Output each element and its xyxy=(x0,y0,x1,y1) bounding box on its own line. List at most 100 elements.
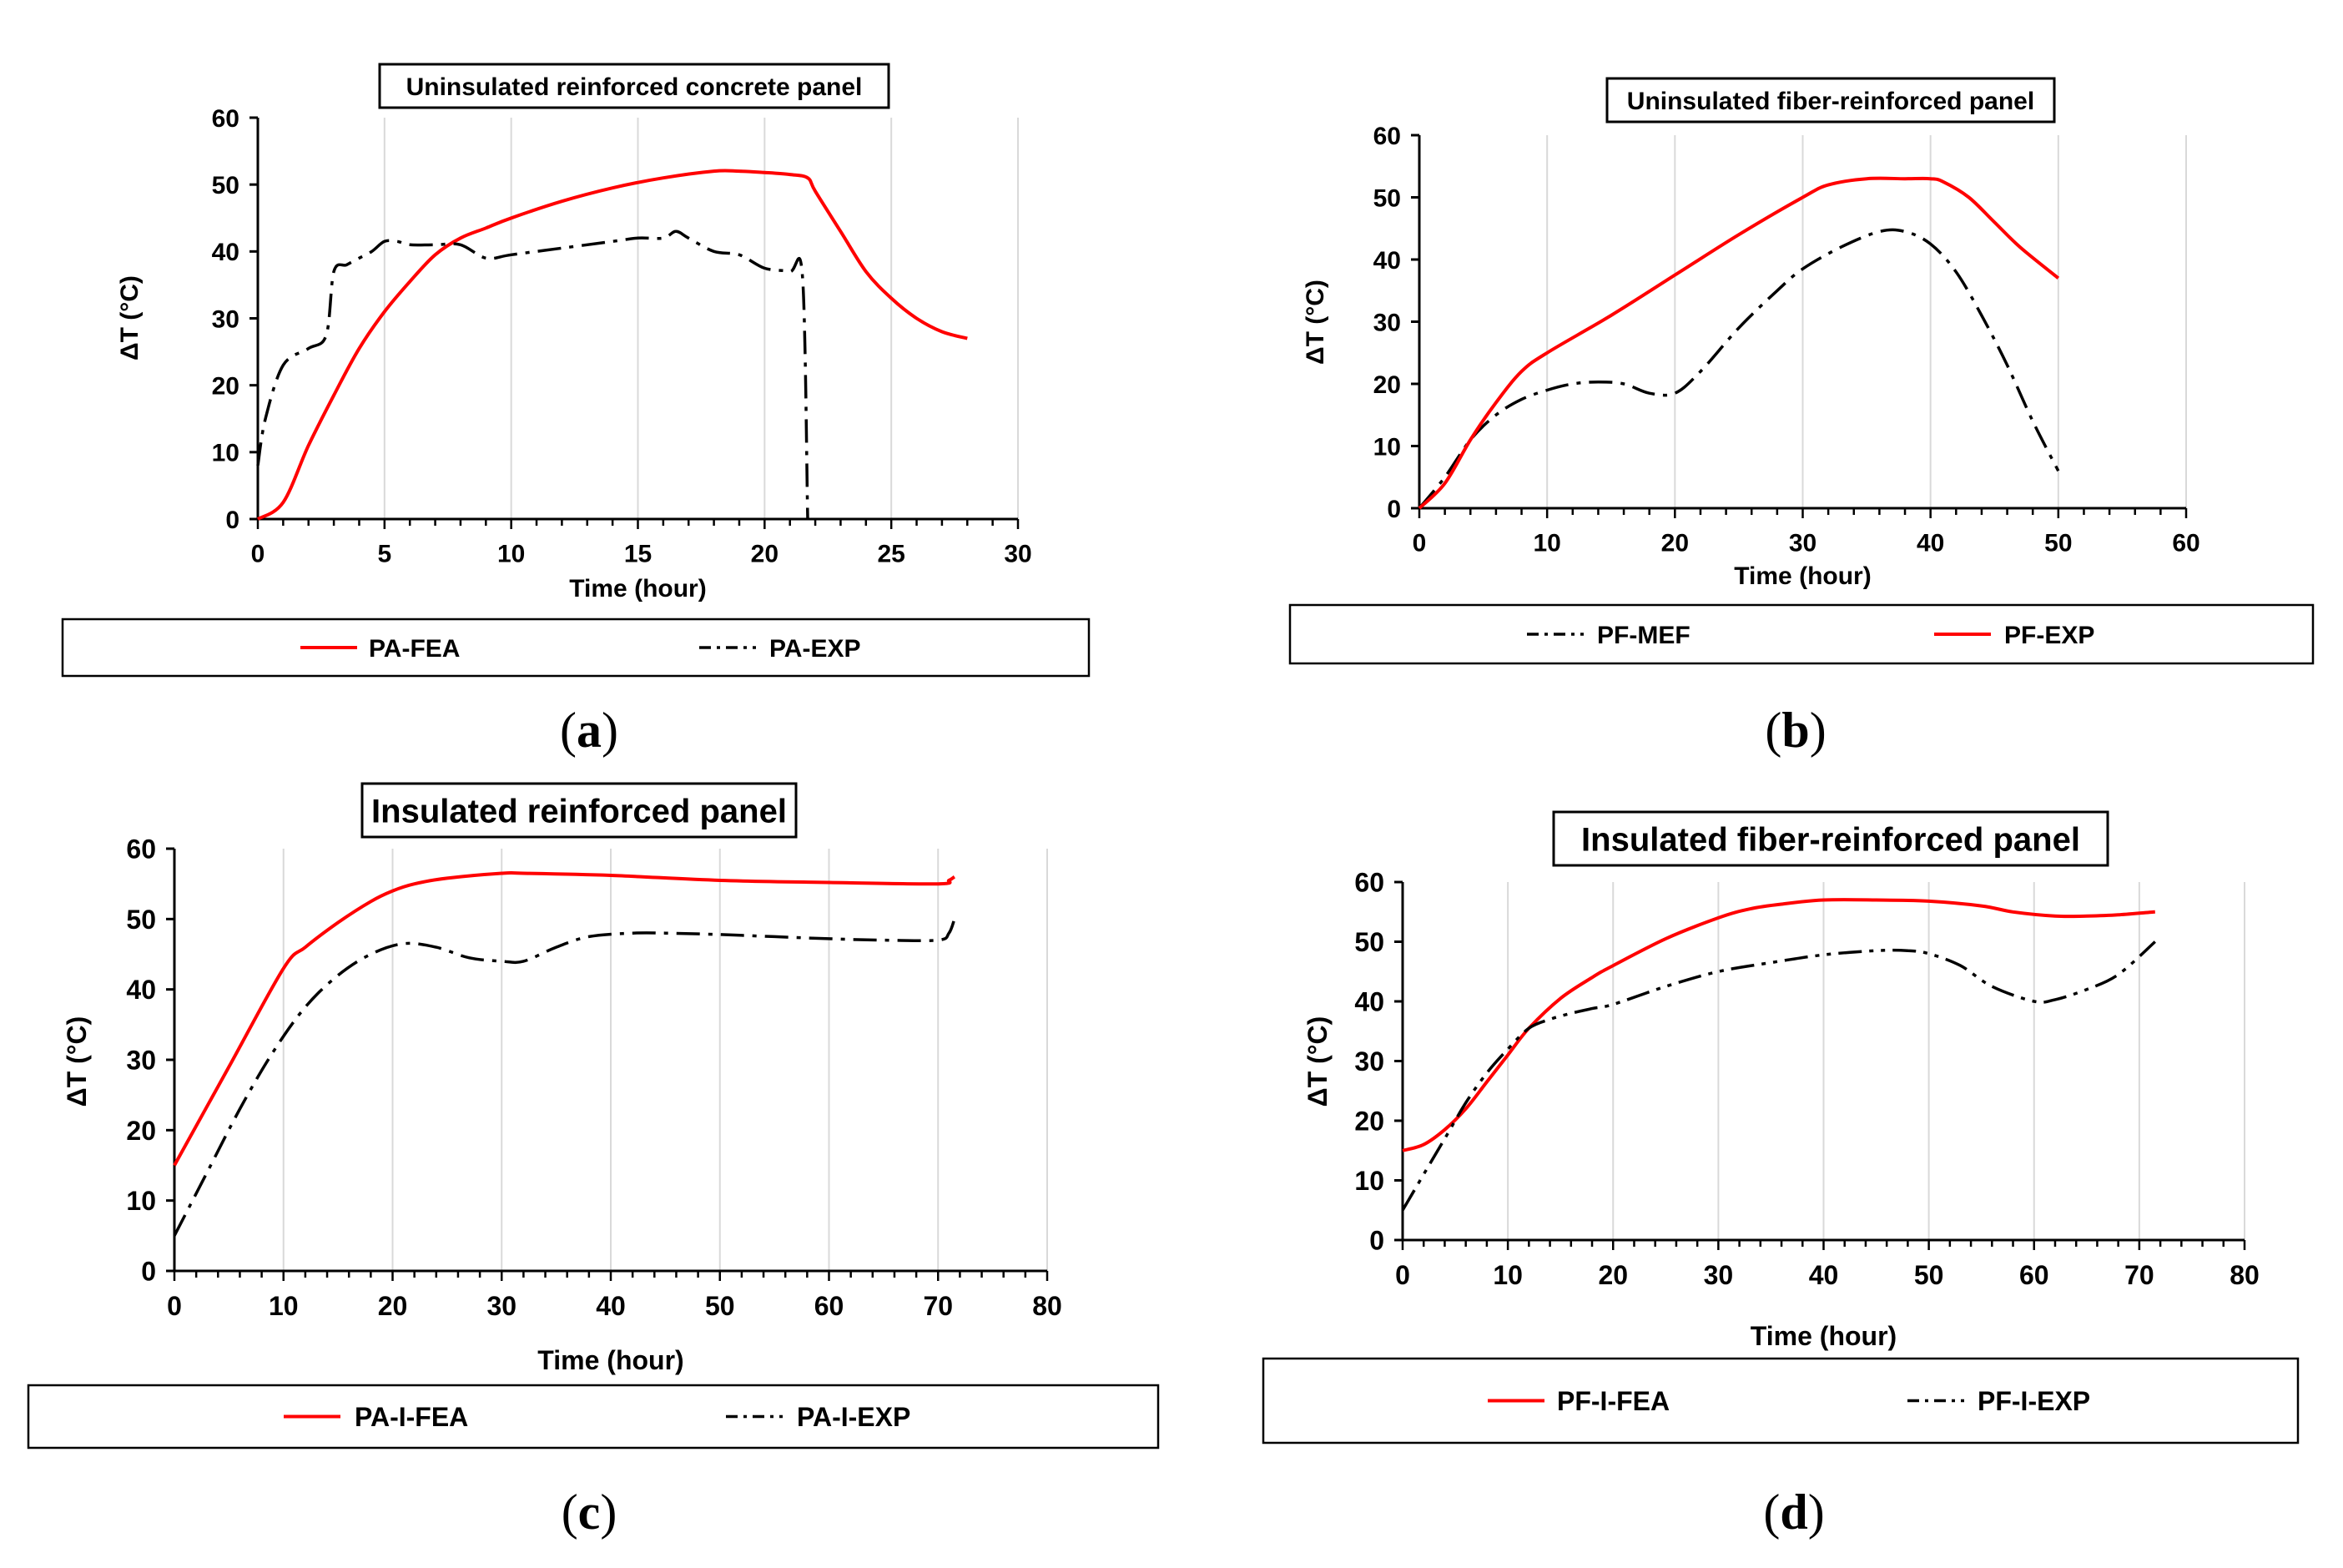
panel-label: (b) xyxy=(1765,703,1826,758)
series-line-pf-i-fea xyxy=(1402,898,2155,1152)
x-tick-label: 10 xyxy=(1493,1260,1523,1290)
y-tick-label: 0 xyxy=(141,1257,156,1287)
panel-letter: a xyxy=(577,703,602,758)
legend: PA-I-FEA PA-I-EXP xyxy=(27,1384,1160,1450)
legend-label: PF-EXP xyxy=(2004,622,2094,649)
x-tick-label: 40 xyxy=(596,1291,626,1321)
x-tick-label: 30 xyxy=(1004,541,1031,568)
y-tick-label: 40 xyxy=(212,239,239,266)
y-tick-label: 40 xyxy=(126,975,156,1005)
y-tick-label: 10 xyxy=(1354,1166,1384,1196)
y-tick-label: 30 xyxy=(1373,309,1401,336)
x-tick-label: 80 xyxy=(2230,1260,2260,1290)
series-line-pf-mef xyxy=(1418,228,2060,510)
x-axis-label: Time (hour) xyxy=(1751,1321,1897,1351)
legend-box xyxy=(1262,1357,2300,1444)
y-tick-label: 60 xyxy=(126,834,156,865)
x-tick-label: 0 xyxy=(167,1291,182,1321)
legend-label: PF-I-FEA xyxy=(1557,1386,1670,1416)
y-tick-label: 10 xyxy=(212,440,239,467)
panel-label: (a) xyxy=(560,703,618,758)
y-tick-label: 0 xyxy=(225,507,239,534)
x-tick-label: 5 xyxy=(377,541,391,568)
x-tick-label: 60 xyxy=(2019,1260,2049,1290)
y-axis-label: ΔT (°C) xyxy=(1302,280,1329,365)
x-tick-label: 20 xyxy=(1661,530,1689,557)
y-tick-label: 60 xyxy=(212,105,239,133)
legend-label: PA-FEA xyxy=(369,635,460,663)
chart-title-box xyxy=(378,63,890,109)
y-tick-label: 50 xyxy=(212,172,239,199)
y-tick-label: 10 xyxy=(126,1186,156,1216)
legend-box xyxy=(61,618,1091,678)
legend-label: PA-EXP xyxy=(769,635,860,663)
x-tick-label: 30 xyxy=(1704,1260,1734,1290)
legend: PF-I-FEA PF-I-EXP xyxy=(1262,1357,2300,1444)
x-tick-label: 0 xyxy=(1395,1260,1410,1290)
y-tick-label: 20 xyxy=(212,372,239,400)
y-tick-label: 50 xyxy=(1354,927,1384,957)
chart-title: Insulated reinforced panel xyxy=(371,793,787,829)
panel-label: (c) xyxy=(562,1485,617,1540)
x-tick-label: 10 xyxy=(269,1291,299,1321)
y-tick-label: 0 xyxy=(1387,496,1401,523)
chart-title: Uninsulated fiber-reinforced panel xyxy=(1627,88,2034,115)
chart-title: Insulated fiber-reinforced panel xyxy=(1581,821,2080,858)
y-tick-label: 60 xyxy=(1373,123,1401,150)
series-line-pa-i-fea xyxy=(173,870,956,1167)
chart-title-box xyxy=(1605,77,2056,124)
x-axis-label: Time (hour) xyxy=(1734,562,1871,590)
y-tick-label: 60 xyxy=(1354,868,1384,898)
x-tick-label: 30 xyxy=(486,1291,516,1321)
x-tick-label: 80 xyxy=(1032,1291,1062,1321)
chart-title-box xyxy=(360,782,798,839)
legend-box xyxy=(27,1384,1160,1450)
panel-letter: b xyxy=(1781,703,1809,758)
y-tick-label: 30 xyxy=(126,1046,156,1076)
legend: PF-MEF PF-EXP xyxy=(1288,603,2315,665)
panel-letter: d xyxy=(1780,1485,1807,1540)
chart-panel-b: Uninsulated fiber-reinforced panel 0 10 20 3… xyxy=(1288,77,2315,758)
y-axis-label: ΔT (°C) xyxy=(62,1016,92,1107)
series-line-pf-exp xyxy=(1418,176,2060,510)
y-tick-label: 30 xyxy=(212,305,239,333)
x-tick-label: 70 xyxy=(923,1291,953,1321)
legend: PA-FEA PA-EXP xyxy=(61,618,1091,678)
x-axis-label: Time (hour) xyxy=(537,1345,683,1375)
y-tick-label: 10 xyxy=(1373,433,1401,461)
y-tick-label: 30 xyxy=(1354,1046,1384,1076)
legend-label: PF-MEF xyxy=(1597,622,1690,649)
panel-label: (d) xyxy=(1763,1485,1824,1540)
x-tick-label: 30 xyxy=(1789,530,1816,557)
x-tick-label: 15 xyxy=(624,541,652,568)
legend-label: PA-I-EXP xyxy=(797,1402,910,1432)
y-tick-label: 50 xyxy=(126,905,156,935)
y-tick-label: 20 xyxy=(1373,371,1401,399)
x-tick-label: 20 xyxy=(378,1291,408,1321)
x-tick-label: 40 xyxy=(1917,530,1944,557)
series-line-pa-i-exp xyxy=(173,918,956,1237)
y-tick-label: 40 xyxy=(1354,987,1384,1017)
chart-title-box xyxy=(1552,810,2109,867)
y-tick-label: 50 xyxy=(1373,184,1401,212)
x-tick-label: 25 xyxy=(877,541,904,568)
y-tick-label: 20 xyxy=(126,1116,156,1146)
y-tick-label: 0 xyxy=(1369,1226,1384,1256)
y-tick-label: 40 xyxy=(1373,247,1401,275)
x-tick-label: 70 xyxy=(2124,1260,2154,1290)
y-axis-label: ΔT (°C) xyxy=(116,275,144,360)
x-tick-label: 20 xyxy=(1598,1260,1628,1290)
x-tick-label: 60 xyxy=(814,1291,844,1321)
legend-box xyxy=(1288,603,2315,665)
x-tick-label: 40 xyxy=(1809,1260,1839,1290)
x-tick-label: 10 xyxy=(497,541,525,568)
y-tick-label: 20 xyxy=(1354,1107,1384,1137)
legend-label: PA-I-FEA xyxy=(355,1402,468,1432)
x-tick-label: 50 xyxy=(705,1291,735,1321)
x-tick-label: 0 xyxy=(1413,530,1427,557)
chart-panel-a: Uninsulated reinforced concrete panel 0 10… xyxy=(61,63,1091,758)
x-axis-label: Time (hour) xyxy=(569,575,706,602)
series-line-pa-fea xyxy=(256,169,968,521)
series-line-pf-i-exp xyxy=(1401,940,2156,1212)
